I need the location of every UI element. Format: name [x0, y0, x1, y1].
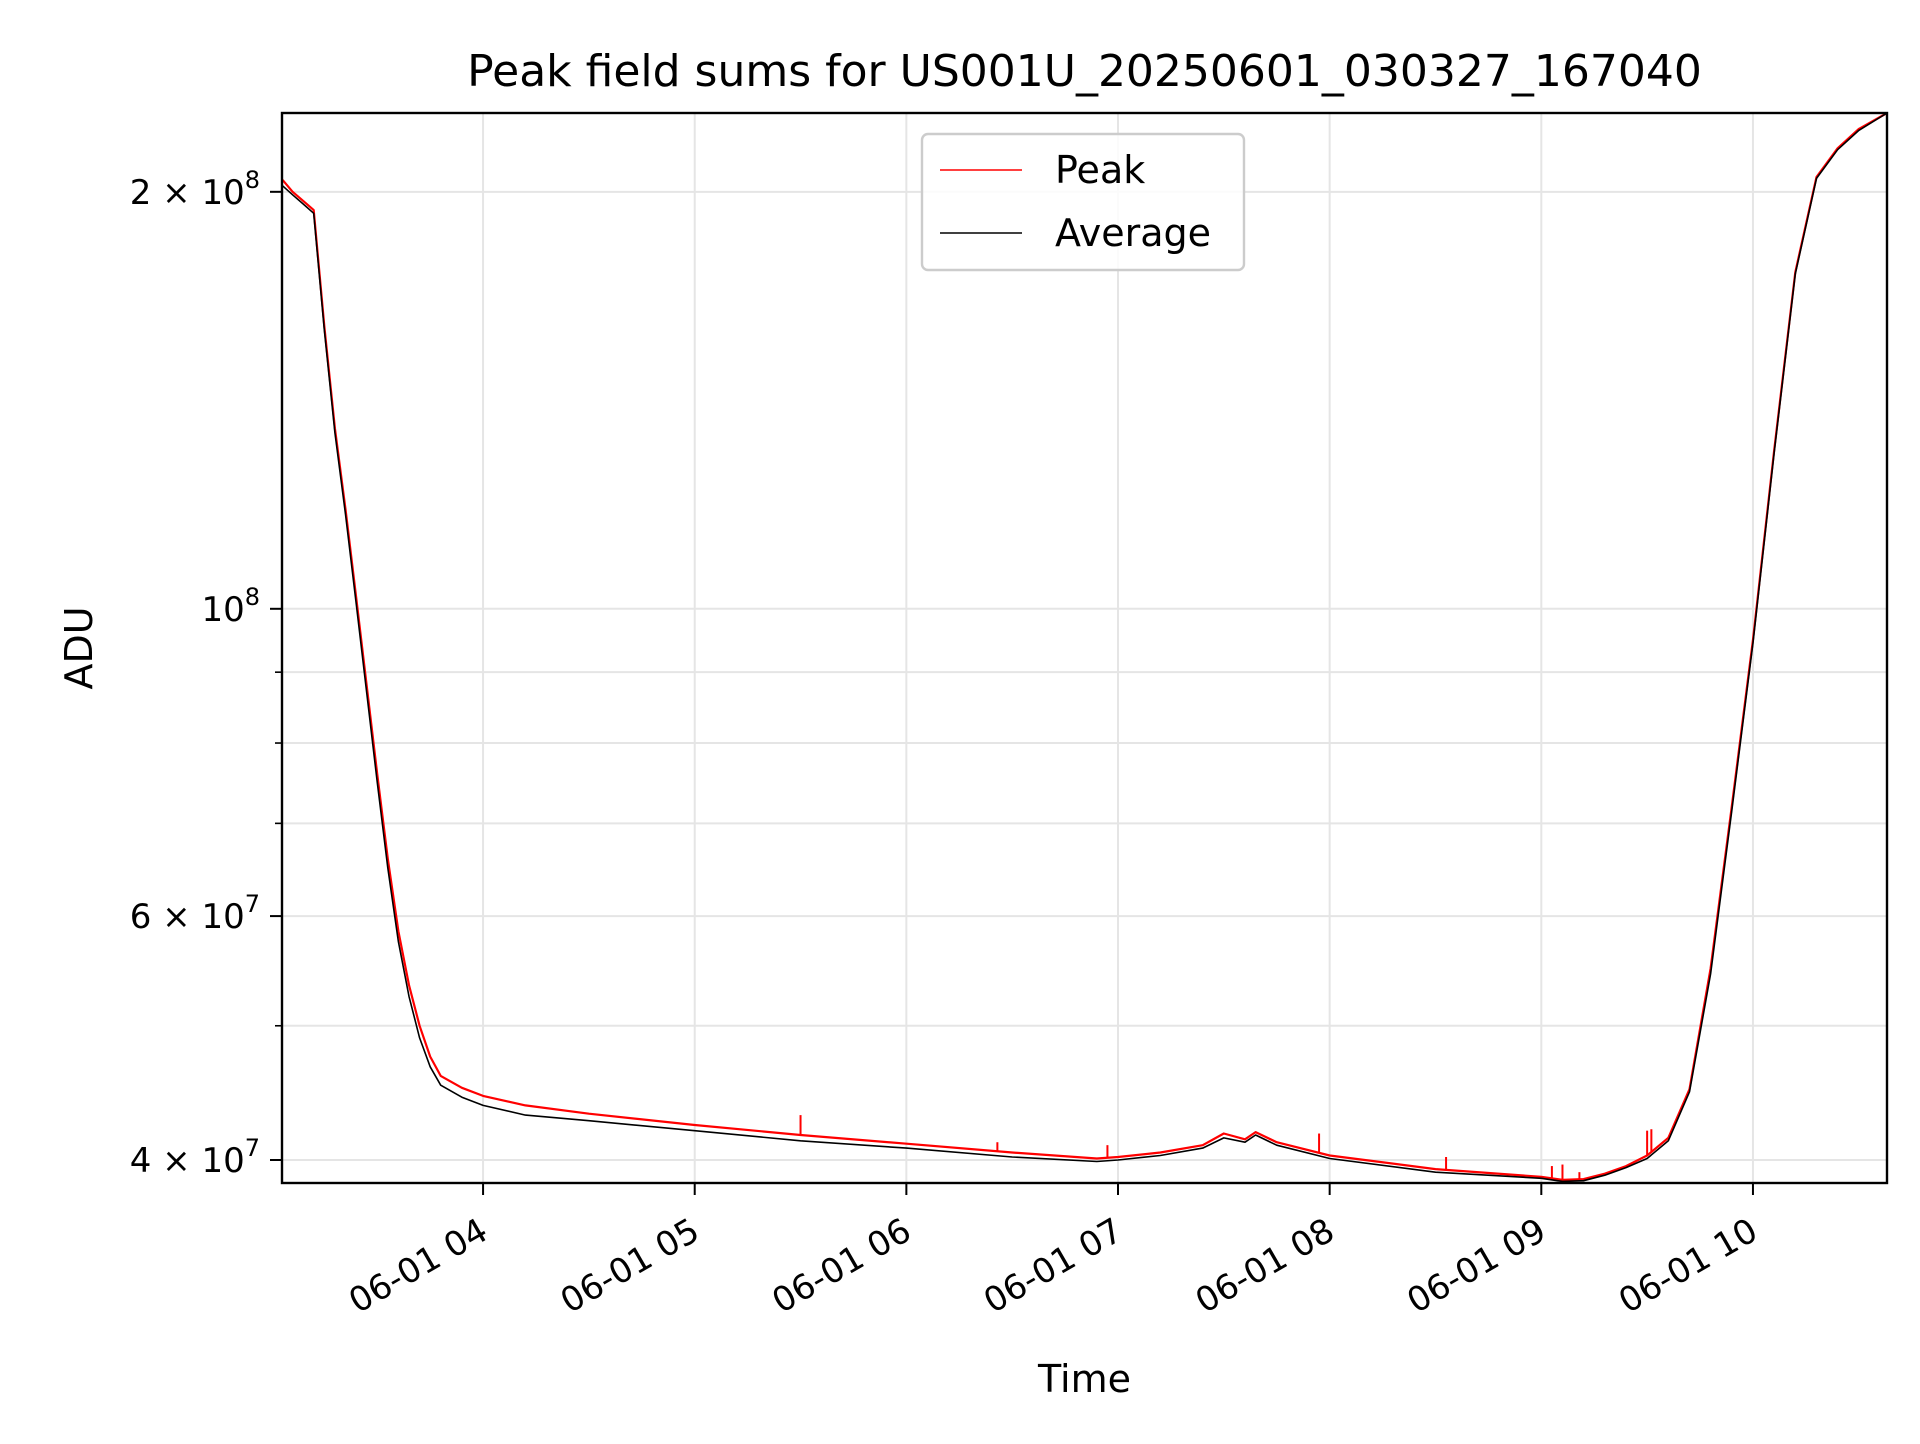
plot-frame	[280, 111, 1889, 1185]
y-tick-label: 108	[201, 583, 260, 630]
legend-label-peak: Peak	[1055, 148, 1145, 192]
series-line-average	[282, 112, 1888, 1183]
legend-box	[920, 132, 1246, 272]
chart-title: Peak field sums for US001U_20250601_0303…	[467, 46, 1702, 97]
y-axis-label: ADU	[57, 606, 101, 689]
legend-label-average: Average	[1055, 211, 1211, 255]
y-tick-label: 2 × 108	[130, 166, 260, 213]
series-layer	[281, 112, 1888, 1183]
x-axis-label: Time	[1037, 1357, 1131, 1401]
legend: Peak Average	[920, 132, 1246, 272]
y-tick-label: 6 × 107	[130, 890, 260, 937]
y-tick-label: 4 × 107	[130, 1134, 260, 1181]
